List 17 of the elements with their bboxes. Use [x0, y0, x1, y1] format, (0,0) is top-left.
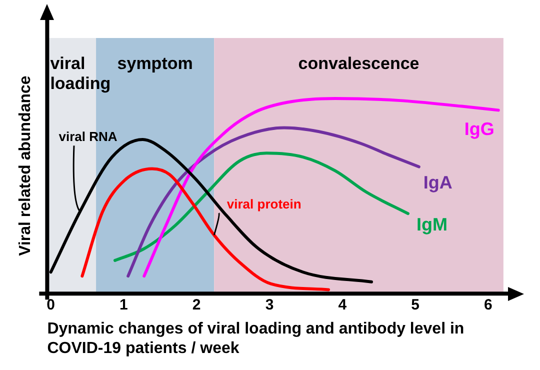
- series-label: IgG: [464, 119, 494, 140]
- x-tick-label: 4: [338, 296, 348, 314]
- y-axis-title: Viral related abundance: [17, 76, 34, 256]
- series-label: IgA: [423, 172, 452, 193]
- series-label: viral protein: [226, 196, 302, 212]
- series-label: IgM: [416, 214, 448, 235]
- x-tick-label: 6: [484, 296, 492, 314]
- x-tick-label: 3: [265, 296, 274, 314]
- band-label: symptom: [117, 54, 193, 74]
- band-label: viral loading: [50, 54, 111, 94]
- x-tick-label: 2: [192, 296, 201, 314]
- x-axis-title: Dynamic changes of viral loading and antibody level in COVID-19 patients / week: [47, 320, 464, 357]
- band-label: convalescence: [298, 54, 420, 74]
- x-tick-label: 0: [46, 296, 56, 314]
- x-tick-label: 1: [120, 296, 128, 314]
- series-label: viral RNA: [58, 129, 118, 144]
- x-tick-label: 5: [411, 296, 420, 314]
